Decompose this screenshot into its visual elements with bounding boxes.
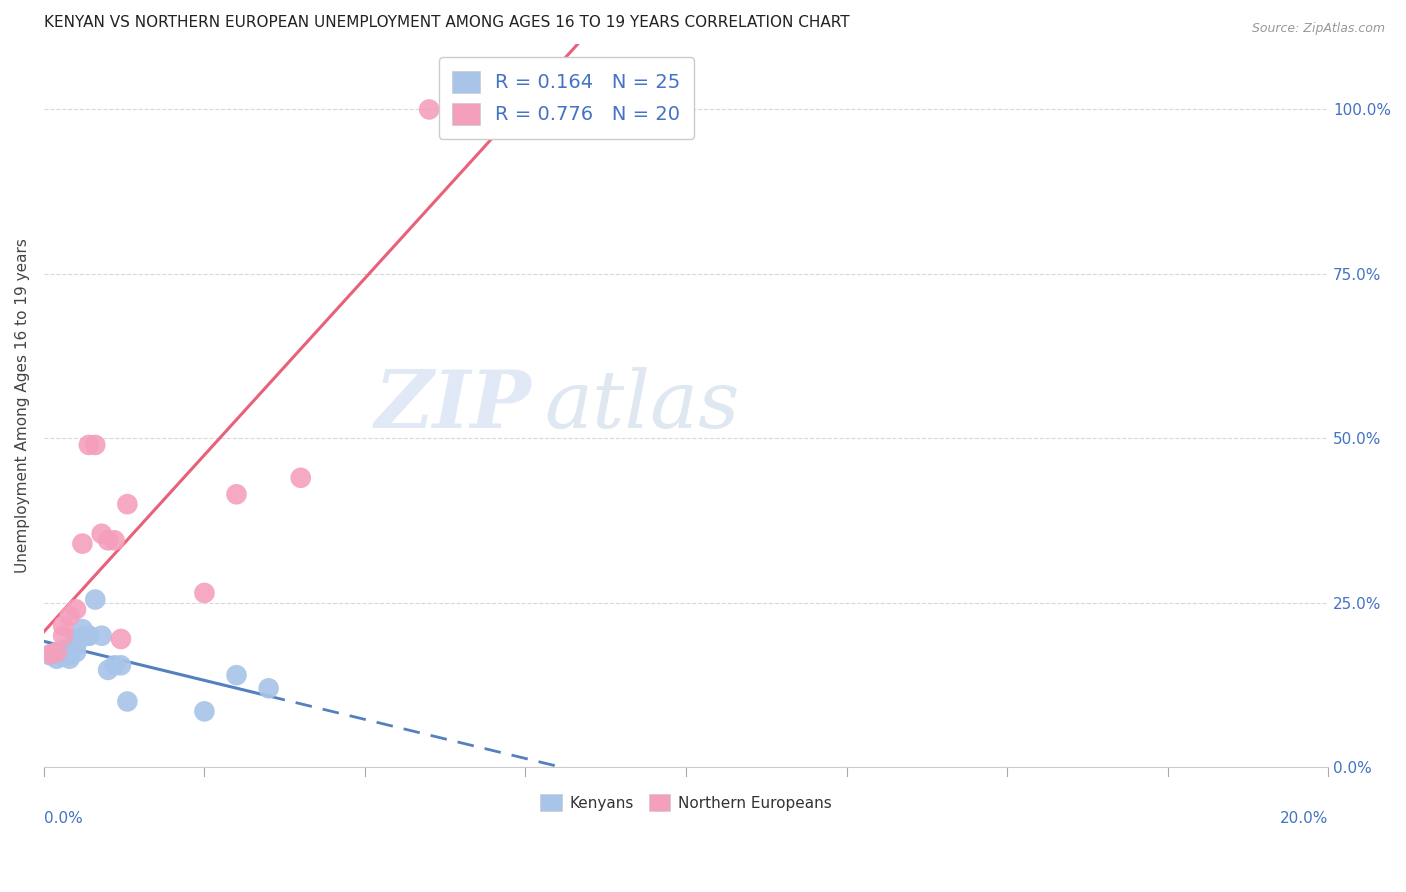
Point	[77, 438, 100, 452]
Point	[84, 592, 107, 607]
Point	[90, 629, 112, 643]
Point	[515, 109, 537, 123]
Point	[90, 526, 112, 541]
Point	[450, 103, 472, 117]
Point	[39, 647, 62, 661]
Y-axis label: Unemployment Among Ages 16 to 19 years: Unemployment Among Ages 16 to 19 years	[15, 238, 30, 573]
Text: Source: ZipAtlas.com: Source: ZipAtlas.com	[1251, 22, 1385, 36]
Point	[45, 651, 67, 665]
Point	[39, 648, 62, 663]
Point	[52, 629, 75, 643]
Point	[52, 619, 75, 633]
Point	[65, 645, 87, 659]
Point	[72, 630, 94, 644]
Point	[84, 438, 107, 452]
Point	[225, 668, 247, 682]
Point	[117, 497, 139, 511]
Point	[117, 694, 139, 708]
Point	[52, 649, 75, 664]
Point	[97, 533, 120, 548]
Point	[103, 658, 125, 673]
Point	[225, 487, 247, 501]
Point	[65, 602, 87, 616]
Point	[65, 632, 87, 646]
Text: ZIP: ZIP	[375, 367, 531, 444]
Point	[52, 647, 75, 661]
Point	[58, 609, 80, 624]
Point	[110, 632, 132, 646]
Text: KENYAN VS NORTHERN EUROPEAN UNEMPLOYMENT AMONG AGES 16 TO 19 YEARS CORRELATION C: KENYAN VS NORTHERN EUROPEAN UNEMPLOYMENT…	[44, 15, 849, 30]
Legend: Kenyans, Northern Europeans: Kenyans, Northern Europeans	[534, 788, 838, 818]
Point	[52, 643, 75, 657]
Point	[257, 681, 280, 696]
Point	[58, 651, 80, 665]
Point	[72, 536, 94, 550]
Point	[103, 533, 125, 548]
Point	[72, 622, 94, 636]
Point	[418, 103, 440, 117]
Point	[97, 663, 120, 677]
Text: 0.0%: 0.0%	[44, 811, 83, 826]
Point	[45, 645, 67, 659]
Text: atlas: atlas	[544, 367, 740, 444]
Point	[110, 658, 132, 673]
Point	[193, 704, 215, 718]
Point	[58, 648, 80, 663]
Point	[290, 471, 312, 485]
Point	[77, 629, 100, 643]
Text: 20.0%: 20.0%	[1279, 811, 1329, 826]
Point	[45, 645, 67, 659]
Point	[58, 641, 80, 656]
Point	[65, 639, 87, 653]
Point	[193, 586, 215, 600]
Point	[77, 629, 100, 643]
